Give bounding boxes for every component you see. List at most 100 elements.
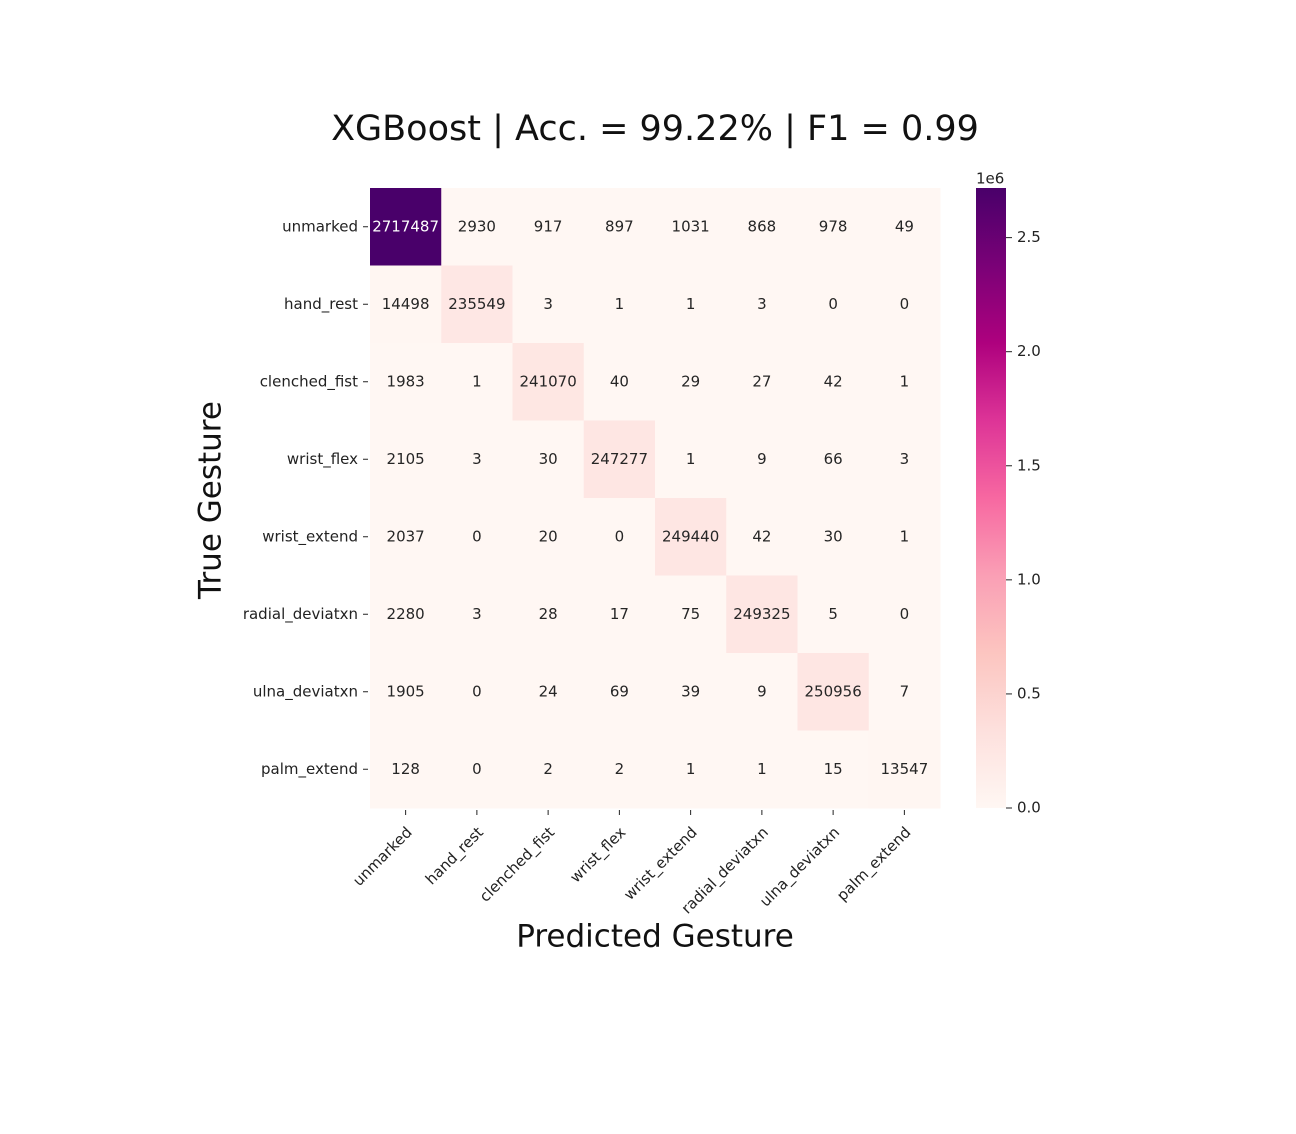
colorbar-tick-label: 0.5 [1017,684,1041,702]
cell-value: 1 [686,760,696,778]
cell-value: 0 [828,295,838,313]
heatmap-cell [726,575,798,654]
heatmap-cell [797,265,870,344]
colorbar-tick-label: 1.5 [1017,456,1041,474]
heatmap-cell [512,498,585,576]
cell-value: 235549 [448,295,505,313]
heatmap-cell [868,188,941,266]
heatmap-cell [583,653,656,731]
cell-value: 29 [681,372,700,390]
cell-value: 5 [828,605,838,623]
cell-value: 250956 [804,682,861,700]
heatmap-cell [583,188,656,266]
y-tick-label: hand_rest [284,295,358,314]
cell-value: 0 [472,760,482,778]
heatmap-cell [797,498,870,576]
heatmap-cell [726,343,798,421]
cell-value: 7 [900,682,910,700]
cell-value: 17 [610,605,629,623]
cell-value: 28 [539,605,558,623]
y-tick-label: unmarked [282,217,358,235]
cell-value: 897 [605,217,634,235]
heatmap-cell [868,575,941,654]
heatmap-cell [441,575,513,654]
heatmap-cell [441,188,513,266]
heatmap-cell [868,653,941,731]
cell-value: 9 [757,682,767,700]
heatmap-cell [370,343,442,421]
cell-value: 69 [610,682,629,700]
cell-value: 3 [900,450,910,468]
y-tick-label: palm_extend [261,760,358,779]
cell-value: 917 [534,217,563,235]
x-axis-label: Predicted Gesture [516,919,794,955]
cell-value: 30 [824,527,843,545]
cell-value: 20 [539,527,558,545]
cell-value: 247277 [591,450,648,468]
cell-value: 0 [472,682,482,700]
cell-value: 2280 [387,605,425,623]
colorbar-tick-label: 1.0 [1017,570,1041,588]
heatmap-cell [370,265,442,344]
cell-value: 3 [757,295,767,313]
cell-value: 30 [539,450,558,468]
heatmap-cell [726,498,798,576]
cell-value: 1 [900,527,910,545]
colorbar-tick-label: 2.0 [1017,342,1041,360]
heatmap-cell [512,188,585,266]
heatmap-cell [868,498,941,576]
heatmap-cell [370,188,442,266]
heatmap-cell [583,265,656,344]
cell-value: 40 [610,372,629,390]
heatmap-cell [441,265,513,344]
cell-value: 2 [543,760,553,778]
cell-value: 978 [819,217,848,235]
heatmap-cell [512,420,585,499]
cell-value: 1 [686,295,696,313]
cell-value: 868 [748,217,777,235]
y-tick-label: clenched_fist [260,372,358,391]
heatmap-cell [797,653,870,731]
heatmap-cell [512,730,585,809]
heatmap-cell [583,343,656,421]
heatmap-cell [726,420,798,499]
colorbar-tick-label: 0.0 [1017,799,1041,817]
cell-value: 15 [824,760,843,778]
heatmap-cell [655,498,727,576]
heatmap-cell [655,653,727,731]
heatmap-cell [512,343,585,421]
cell-value: 241070 [519,372,576,390]
heatmap-cell [726,265,798,344]
cell-value: 42 [824,372,843,390]
cell-value: 39 [681,682,700,700]
cell-value: 0 [472,527,482,545]
heatmap-cell [441,343,513,421]
cell-value: 49 [895,217,914,235]
cell-value: 1 [686,450,696,468]
cell-value: 0 [615,527,625,545]
cell-value: 0 [900,605,910,623]
y-tick-label: wrist_extend [262,527,358,546]
heatmap-cell [512,653,585,731]
cell-value: 42 [752,527,771,545]
cell-value: 1 [757,760,767,778]
heatmap-cell [441,420,513,499]
heatmap-cell [370,420,442,499]
heatmap-cell [797,575,870,654]
heatmap-cell [655,420,727,499]
heatmap-cell [370,498,442,576]
chart-title: XGBoost | Acc. = 99.22% | F1 = 0.99 [331,109,979,149]
cell-value: 3 [472,605,482,623]
y-axis-label: True Gesture [193,401,229,600]
cell-value: 1983 [387,372,425,390]
cell-value: 1031 [672,217,710,235]
cell-value: 1 [472,372,482,390]
cell-value: 2930 [458,217,496,235]
heatmap-cell [868,420,941,499]
heatmap-cell [655,188,727,266]
y-tick-label: ulna_deviatxn [253,682,358,701]
cell-value: 13547 [881,760,929,778]
heatmap-cell [797,343,870,421]
cell-value: 2105 [387,450,425,468]
heatmap-cell [655,343,727,421]
